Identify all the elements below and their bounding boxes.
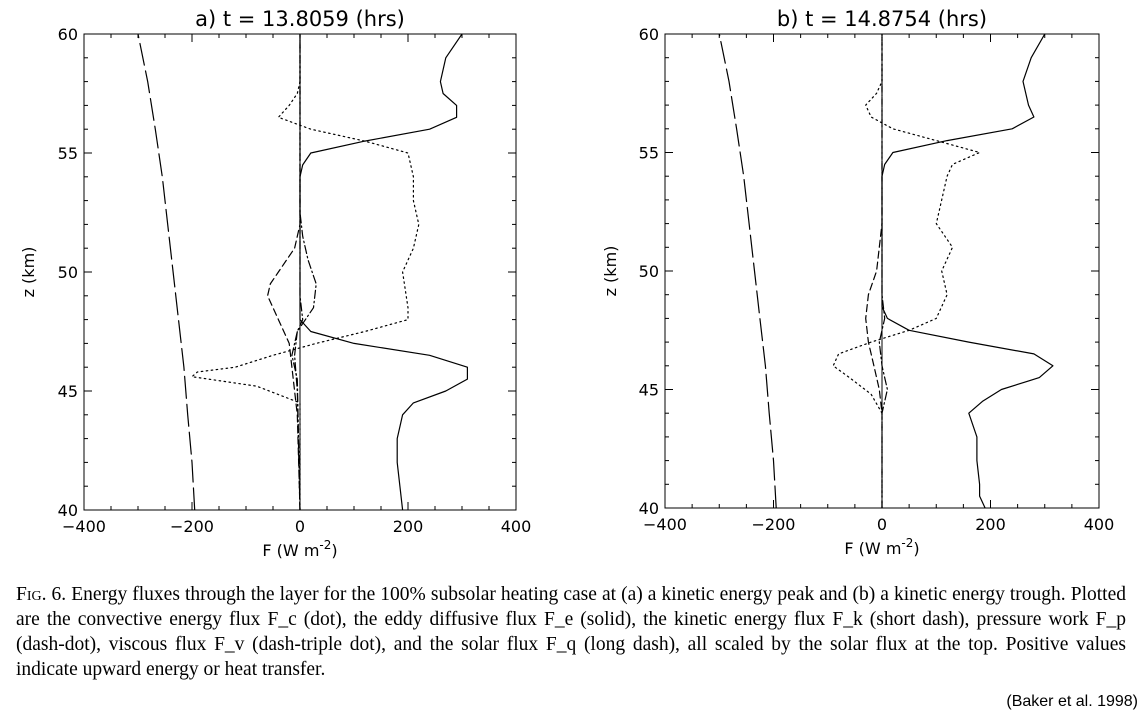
- x-tick-label: 400: [501, 517, 532, 536]
- y-tick-label: 60: [639, 25, 659, 44]
- series-line-dashdot: [291, 34, 304, 510]
- figure-caption: Fig. 6. Energy fluxes through the layer …: [16, 582, 1126, 682]
- x-tick-label: 0: [295, 517, 305, 536]
- series-line-solid: [299, 34, 468, 510]
- series-line-dash: [865, 34, 883, 508]
- y-tick-label: 55: [58, 144, 78, 163]
- x-tick-label: 0: [877, 515, 887, 534]
- x-tick-label: 400: [1084, 515, 1115, 534]
- x-tick-label: −200: [752, 515, 796, 534]
- panel-title: b) t = 14.8754 (hrs): [777, 7, 987, 31]
- x-tick-label: 200: [393, 517, 424, 536]
- y-axis-label: z (km): [19, 247, 38, 298]
- y-tick-label: 40: [639, 499, 659, 518]
- y-tick-label: 50: [58, 263, 78, 282]
- caption-lead: Fig. 6.: [16, 584, 67, 605]
- series-line-dot: [191, 34, 420, 510]
- y-tick-label: 45: [58, 382, 78, 401]
- y-tick-label: 45: [639, 381, 659, 400]
- x-tick-label: −200: [170, 517, 214, 536]
- series-line-longdash: [137, 34, 196, 510]
- x-axis-label: F (W m-2): [844, 536, 919, 558]
- y-tick-label: 55: [639, 144, 659, 163]
- y-axis-label: z (km): [601, 246, 620, 297]
- series-line-dashdot: [878, 34, 889, 508]
- x-axis-label: F (W m-2): [262, 538, 337, 560]
- panel-b: −400 −200 0 200 400 40 45 50 55 60 b) t = 14.8754 …: [601, 7, 1114, 558]
- panel-title: a) t = 13.8059 (hrs): [195, 7, 405, 31]
- series-line-solid: [881, 34, 1054, 508]
- y-tick-label: 50: [639, 262, 659, 281]
- x-tick-label: −400: [62, 517, 106, 536]
- x-tick-label: 200: [975, 515, 1006, 534]
- y-tick-label: 60: [58, 25, 78, 44]
- source-credit: (Baker et al. 1998): [1006, 693, 1138, 710]
- caption-text: Energy fluxes through the layer for the …: [16, 584, 1126, 680]
- x-tick-label: −400: [643, 515, 687, 534]
- series-line-dash: [267, 34, 301, 510]
- series-line-dot: [832, 34, 981, 508]
- y-tick-label: 40: [58, 501, 78, 520]
- series-line-longdash: [718, 34, 777, 508]
- panel-a: −400 −200 0 200 400 40 45 50 55 60 a) t = 13.8059 …: [19, 7, 531, 560]
